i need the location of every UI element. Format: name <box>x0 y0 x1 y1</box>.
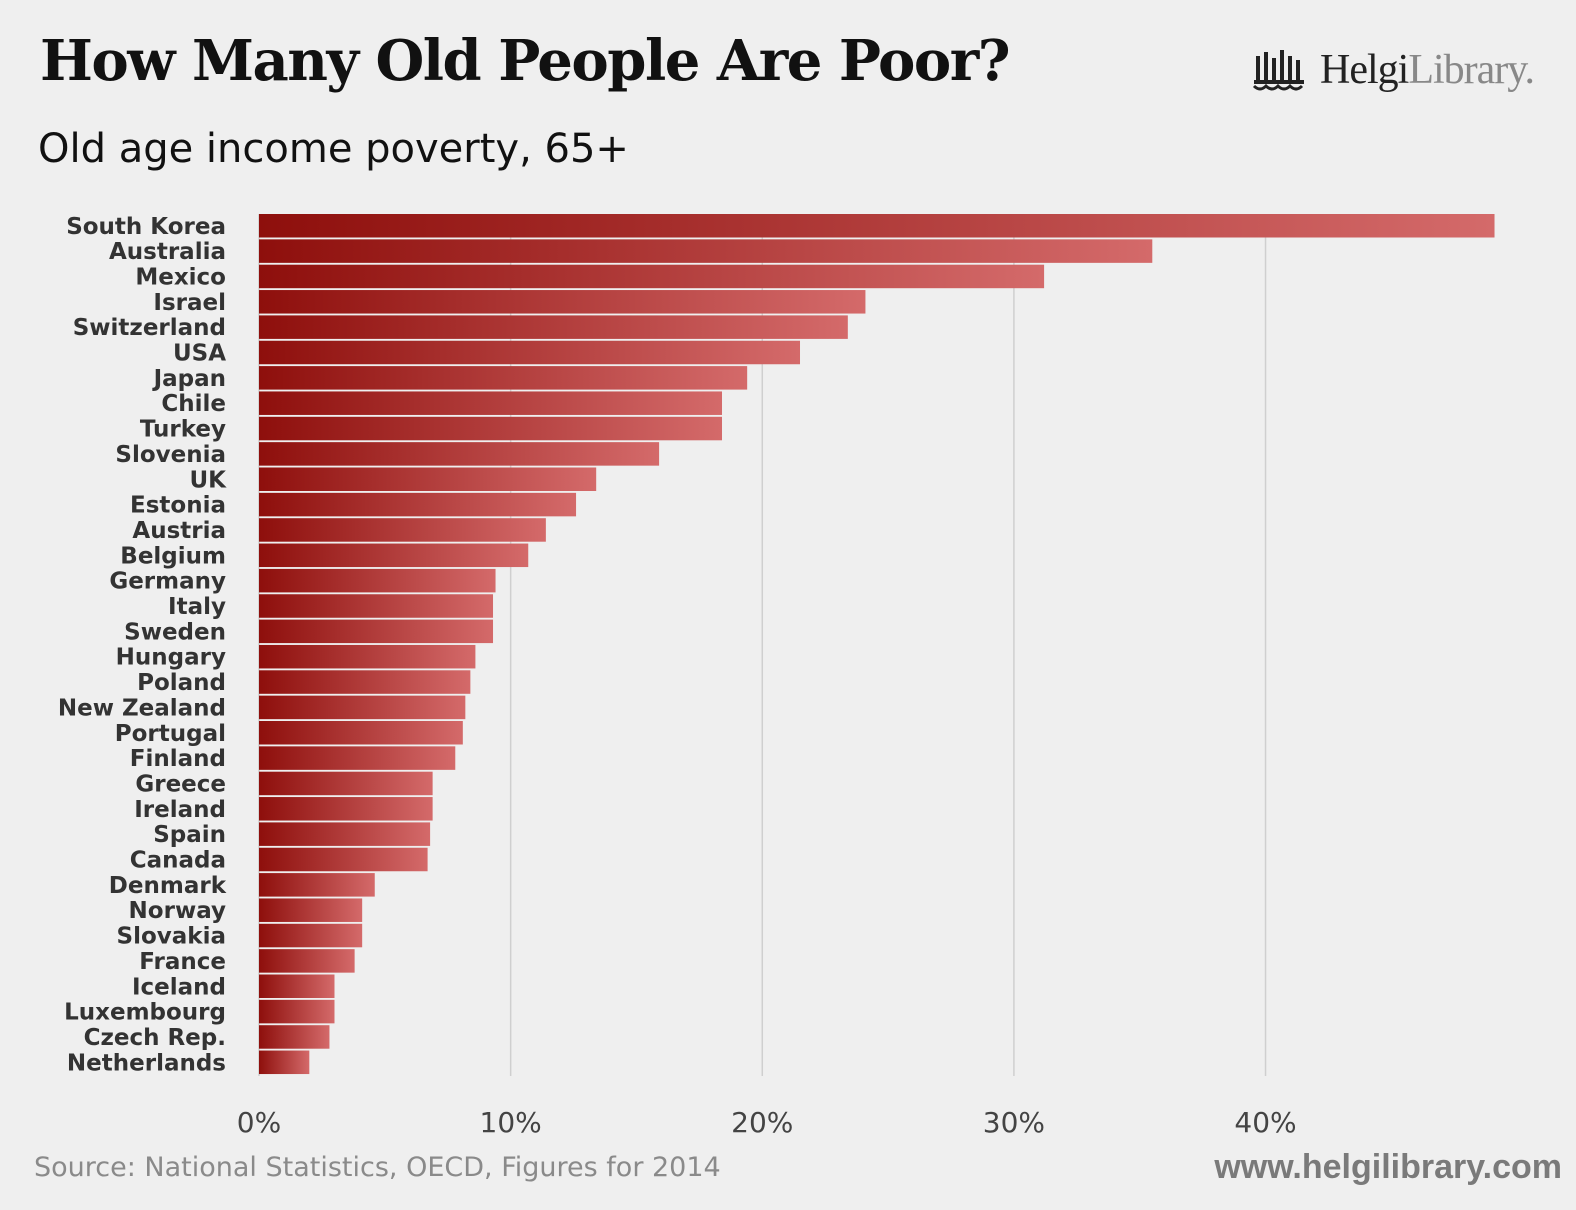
category-label: Israel <box>153 290 226 316</box>
category-label: Australia <box>109 239 226 265</box>
bar <box>259 594 494 618</box>
brand-logo: HelgiLibrary. <box>1252 44 1535 96</box>
bar <box>259 391 723 415</box>
chart-subtitle: Old age income poverty, 65+ <box>38 126 629 172</box>
category-label: Japan <box>152 366 226 392</box>
category-label: Spain <box>153 822 226 848</box>
bar <box>259 746 456 770</box>
bar <box>259 239 1153 263</box>
bar <box>259 340 801 365</box>
bar <box>259 949 355 973</box>
x-tick-label: 40% <box>1234 1106 1296 1139</box>
source-note: Source: National Statistics, OECD, Figur… <box>34 1152 721 1183</box>
bar <box>259 695 466 720</box>
bar <box>259 797 433 821</box>
category-label: Canada <box>130 848 226 874</box>
category-label: Mexico <box>135 264 226 290</box>
x-tick-label: 0% <box>237 1106 281 1139</box>
category-label: Slovakia <box>117 924 226 950</box>
category-label: Slovenia <box>115 442 226 468</box>
category-label: Finland <box>130 746 226 772</box>
bar <box>259 416 723 441</box>
website-link[interactable]: www.helgilibrary.com <box>1214 1148 1562 1186</box>
bar <box>259 974 335 998</box>
bar <box>259 1050 310 1075</box>
bar <box>259 923 363 948</box>
category-label: Sweden <box>124 619 226 645</box>
bar <box>259 771 433 796</box>
bar <box>259 543 529 568</box>
bar <box>259 999 335 1024</box>
category-label: Netherlands <box>67 1050 226 1076</box>
category-label: Ireland <box>134 797 226 823</box>
category-label: UK <box>190 467 228 493</box>
bar <box>259 644 476 669</box>
category-label: Denmark <box>109 873 227 899</box>
bar <box>259 873 375 897</box>
bar <box>259 290 866 314</box>
bar <box>259 264 1045 289</box>
category-label: France <box>139 949 226 975</box>
category-label: Belgium <box>120 543 226 569</box>
bar <box>259 670 471 694</box>
category-label: Germany <box>109 569 226 595</box>
category-label: Austria <box>132 518 226 544</box>
bar <box>259 492 577 517</box>
bar <box>259 822 431 846</box>
category-label: Norway <box>129 898 226 924</box>
bar <box>259 315 848 339</box>
bar <box>259 518 546 542</box>
library-logo-icon <box>1252 44 1310 96</box>
category-label: New Zealand <box>58 695 226 721</box>
category-label: Turkey <box>140 417 226 443</box>
bar <box>259 898 363 922</box>
bar <box>259 467 597 491</box>
bar <box>259 366 748 390</box>
x-tick-label: 20% <box>731 1106 793 1139</box>
category-label: Hungary <box>116 645 226 671</box>
category-label: Iceland <box>132 974 226 1000</box>
bar <box>259 1025 330 1049</box>
x-tick-label: 30% <box>983 1106 1045 1139</box>
category-label: Luxembourg <box>64 1000 226 1026</box>
bar <box>259 619 494 644</box>
category-label: USA <box>173 341 226 367</box>
bar <box>259 847 428 872</box>
bar <box>259 214 1495 238</box>
category-label: Czech Rep. <box>84 1025 226 1051</box>
bar <box>259 721 463 745</box>
bar <box>259 568 496 593</box>
category-label: Greece <box>135 771 226 797</box>
category-label: Italy <box>168 594 226 620</box>
category-label: Estonia <box>130 493 226 519</box>
category-label: Switzerland <box>73 315 226 341</box>
category-label: Chile <box>161 391 226 417</box>
x-tick-label: 10% <box>480 1106 542 1139</box>
chart-title: How Many Old People Are Poor? <box>40 28 1011 94</box>
category-label: Poland <box>137 670 226 696</box>
brand-name-light: Library. <box>1408 47 1535 93</box>
brand-name-bold: Helgi <box>1320 47 1409 93</box>
category-label: Portugal <box>115 721 226 747</box>
bar <box>259 442 660 466</box>
category-label: South Korea <box>66 214 226 240</box>
